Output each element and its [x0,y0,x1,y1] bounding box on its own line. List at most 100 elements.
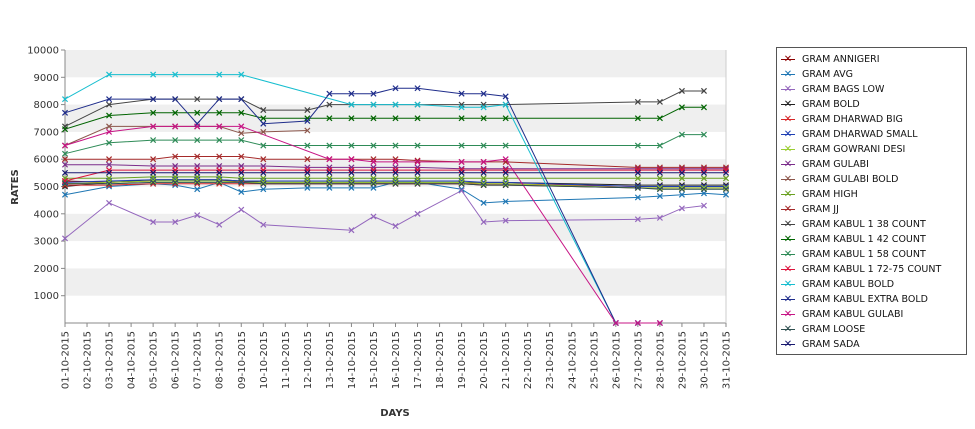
point-stroke [61,169,69,176]
series-line [65,176,726,179]
data-point [678,104,685,111]
legend-item: ✕ GRAM HIGH [777,187,966,202]
point-stroke [392,180,399,187]
data-point [656,169,663,176]
data-point [480,218,487,226]
point-stroke [722,175,730,182]
data-point [238,96,245,103]
x-tick-label: 27-10-2015 [633,331,644,389]
data-point [106,175,113,182]
series-line [65,156,726,168]
series-markers [61,71,730,327]
point-stroke [106,112,113,119]
data-point [106,139,113,146]
point-stroke [392,115,399,122]
point-stroke [502,180,509,187]
data-point [172,169,179,176]
legend-line [781,299,795,300]
data-point [414,175,421,182]
y-tick-label: 2000 [34,264,59,275]
data-point [656,142,663,149]
data-point [480,142,487,149]
x-tick-label: 13-10-2015 [325,331,336,389]
point-stroke [194,212,201,219]
point-stroke [260,180,267,187]
legend-line [781,239,795,240]
data-point [634,216,641,223]
data-point [414,85,421,92]
point-stroke [106,156,113,163]
data-point [370,213,377,220]
point-stroke [260,221,267,228]
point-stroke [326,90,333,97]
data-point [722,191,730,198]
point-stroke [260,128,267,135]
data-point [150,169,157,176]
legend-line [781,89,795,90]
data-point [326,101,333,108]
data-point [106,199,113,206]
point-stroke [326,180,333,187]
data-point [216,71,223,78]
point-stroke [700,169,707,176]
point-stroke [106,101,113,108]
data-point [260,120,267,127]
x-tick-label: 14-10-2015 [347,331,358,389]
data-point [392,223,399,230]
point-stroke [458,187,465,194]
legend-label: GRAM DHARWAD BIG [802,114,903,125]
legend-label: GRAM KABUL BOLD [802,279,895,290]
data-point [634,183,641,190]
data-point [172,109,179,116]
x-tick-label: 29-10-2015 [677,331,688,389]
point-stroke [150,109,157,116]
legend-label: GRAM ANNIGERI [802,54,880,65]
data-point [480,169,487,176]
point-stroke [634,142,641,149]
legend-item: ✕ GRAM BOLD [777,97,966,112]
data-point [700,131,707,138]
point-stroke [194,153,201,160]
point-stroke [216,153,223,160]
point-stroke [634,115,641,122]
point-stroke [678,186,685,193]
point-stroke [678,205,685,212]
x-tick-label: 28-10-2015 [655,331,666,389]
point-stroke [392,85,399,92]
legend-line [781,164,795,165]
point-stroke [414,180,421,187]
x-tick-label: 12-10-2015 [303,331,314,389]
y-tick-label: 5000 [34,182,59,193]
data-point [150,137,157,144]
data-point [61,126,69,133]
data-point [194,137,201,144]
data-point [458,186,465,193]
point-stroke [61,150,69,157]
point-stroke [260,107,267,114]
data-point [370,158,377,165]
x-tick-label: 23-10-2015 [545,331,556,389]
data-point [414,142,421,149]
data-point [260,128,267,135]
point-stroke [61,180,69,187]
legend-marker-icon: ✕ [783,174,793,185]
point-stroke [150,123,157,130]
data-point [172,218,179,226]
data-point [700,202,707,209]
data-point [150,71,157,78]
data-point [502,180,509,187]
data-point [678,169,685,176]
data-point [216,179,223,186]
data-point [106,112,113,119]
point-stroke [216,221,223,228]
x-tick-label: 25-10-2015 [589,331,600,389]
point-stroke [260,142,267,149]
point-stroke [414,169,421,176]
point-stroke [304,175,311,182]
data-point [61,191,69,198]
legend-item: ✕ GRAM KABUL GULABI [777,307,966,322]
y-axis: 1000 2000 3000 4000 5000 6000 7000 8000 9000 1000… [27,46,65,302]
series-line [65,164,726,170]
data-point [458,142,465,149]
legend-label: GRAM SADA [802,339,860,350]
